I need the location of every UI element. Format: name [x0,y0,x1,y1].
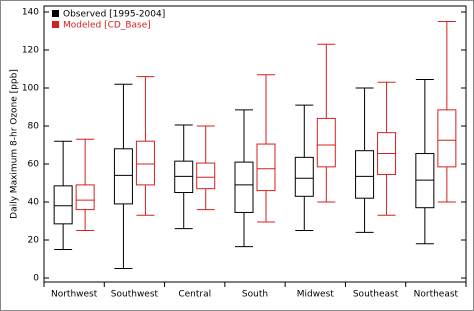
legend-label: Modeled [CD_Base] [63,21,151,31]
y-tick-label: 40 [28,198,40,208]
x-tick-label: Southeast [353,290,399,300]
y-tick-label: 80 [28,122,40,132]
plot-area [43,5,467,283]
x-tick-label: Southwest [111,290,159,300]
x-tick-label: Northwest [51,290,98,300]
box [53,185,73,225]
box [135,140,155,186]
box [294,156,314,197]
legend-swatch [52,10,59,17]
x-tick-label: Northeast [414,290,459,300]
y-tick-label: 120 [22,46,39,56]
box [355,150,375,199]
y-tick-label: 0 [33,274,39,284]
y-tick-label: 100 [22,84,39,94]
y-tick-label: 60 [28,160,40,170]
box [316,117,336,168]
legend-swatch [52,21,59,28]
box [234,161,254,213]
box [437,109,457,168]
box [196,162,216,190]
box [256,143,276,192]
y-tick-label: 20 [28,236,40,246]
legend-label: Observed [1995-2004] [63,10,165,20]
box [75,184,95,211]
box [113,148,133,205]
y-tick-label: 140 [22,8,39,18]
x-tick-label: Central [178,290,211,300]
y-axis-label: Daily Maximum 8-hr Ozone [ppb] [10,69,20,219]
x-tick-label: South [242,290,268,300]
x-tick-label: Midwest [297,290,335,300]
